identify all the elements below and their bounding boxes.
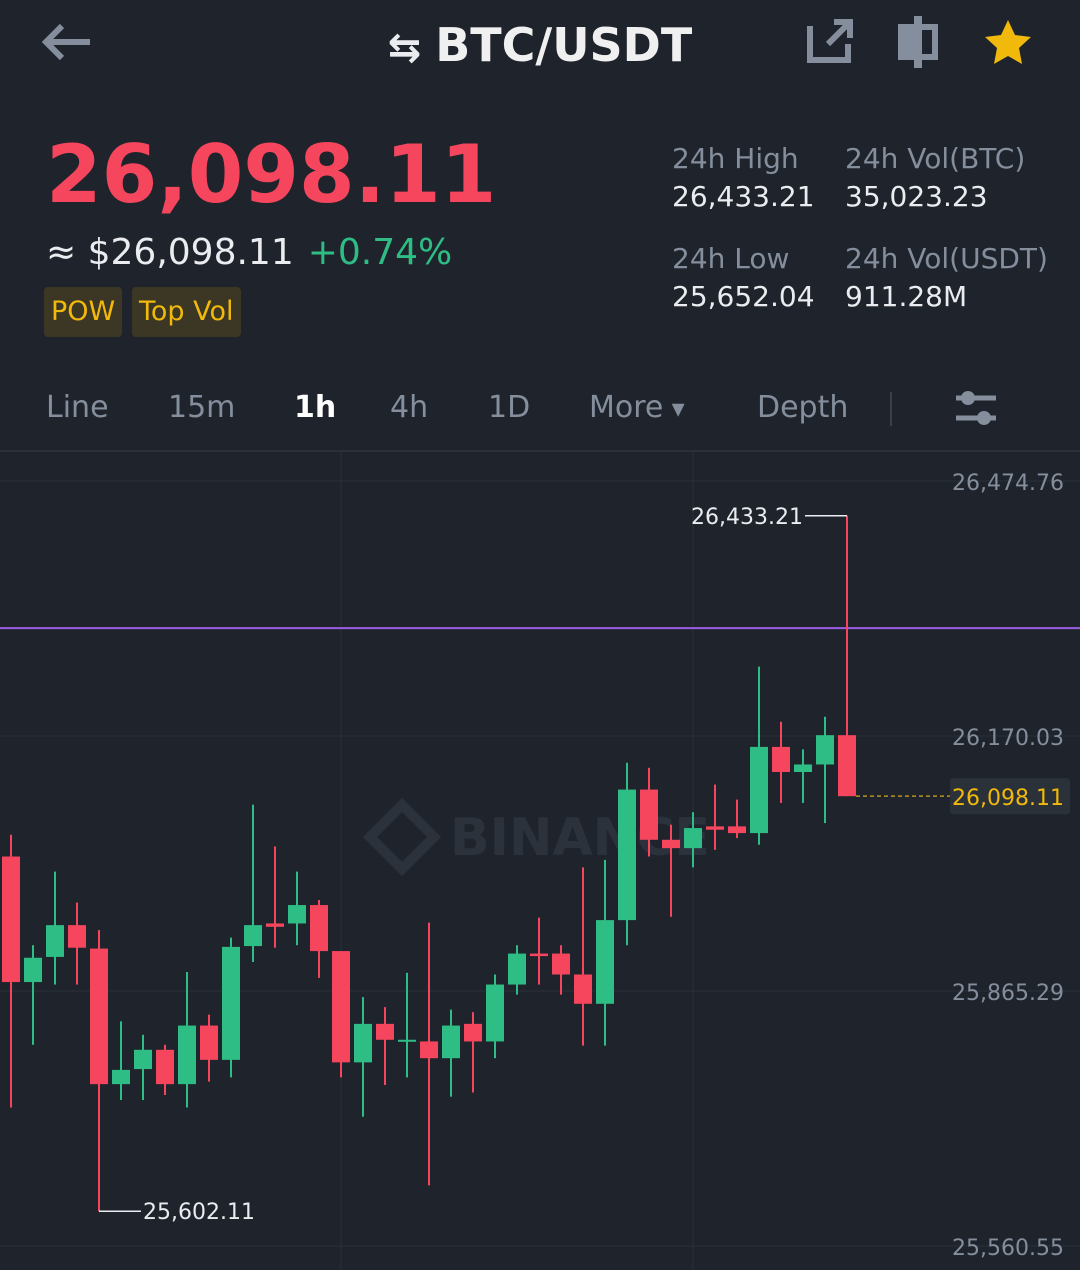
candle-body — [640, 789, 658, 840]
candle-body — [750, 746, 768, 834]
candle-body — [706, 826, 724, 830]
candle-body — [728, 826, 746, 834]
candle-body — [464, 1023, 482, 1042]
interval-tab[interactable]: 4h — [390, 390, 429, 425]
candle-body — [332, 951, 350, 1063]
tag[interactable]: Top Vol — [132, 287, 241, 337]
compare-icon[interactable] — [894, 16, 942, 68]
candle-body — [530, 953, 548, 957]
high-label: 26,433.21 — [691, 505, 803, 530]
stat-value: 911.28M — [845, 280, 968, 313]
interval-tab[interactable]: More ▾ — [589, 390, 685, 425]
candle-body — [420, 1041, 438, 1059]
pair-header[interactable]: ⇆ BTC/USDT — [387, 18, 693, 72]
dropdown-arrow: ▾ — [663, 394, 685, 424]
candle-body — [662, 839, 680, 849]
interval-tab[interactable]: 1D — [488, 390, 531, 425]
interval-tab[interactable]: Depth — [757, 390, 849, 425]
share-icon[interactable] — [806, 18, 854, 64]
candle-body — [178, 1025, 196, 1085]
price-row: ≈ $26,098.11 +0.74% — [46, 232, 452, 273]
stat-label: 24h Low — [672, 242, 790, 275]
candle-body — [134, 1049, 152, 1070]
candle-body — [90, 948, 108, 1085]
y-tick-label: 26,170.03 — [952, 726, 1064, 751]
candle-body — [596, 920, 614, 1004]
candle-body — [552, 953, 570, 975]
candle-body — [816, 735, 834, 765]
stat-value: 25,652.04 — [672, 280, 815, 313]
stat-value: 26,433.21 — [672, 180, 815, 213]
candle-body — [398, 1039, 416, 1042]
stat-label: 24h High — [672, 142, 799, 175]
stat-label: 24h Vol(BTC) — [845, 142, 1026, 175]
watermark-logo — [362, 797, 442, 877]
tag[interactable]: POW — [44, 287, 123, 337]
interval-tab[interactable]: Line — [46, 390, 109, 425]
y-tick-label: 25,560.55 — [952, 1236, 1064, 1261]
candle-body — [266, 923, 284, 927]
last-price-box — [950, 778, 1070, 815]
candle-body — [508, 953, 526, 985]
candle-body — [376, 1023, 394, 1040]
favorite-icon[interactable] — [982, 18, 1034, 68]
candle-body — [68, 925, 86, 948]
watermark: BINANCE — [450, 808, 710, 868]
candle-body — [354, 1023, 372, 1063]
last-price-label: 26,098.11 — [952, 786, 1064, 811]
candle-body — [838, 735, 856, 797]
interval-tab[interactable]: 15m — [168, 390, 236, 425]
settings-icon[interactable] — [952, 386, 1000, 430]
stat-value: 35,023.23 — [845, 180, 988, 213]
interval-tab[interactable]: 1h — [294, 390, 337, 425]
candle-body — [112, 1069, 130, 1085]
candle-body — [46, 925, 64, 957]
divider — [890, 392, 892, 426]
candle-body — [310, 905, 328, 952]
candle-body — [574, 974, 592, 1004]
pair-name: BTC/USDT — [435, 18, 693, 72]
candle-body — [288, 905, 306, 924]
candle-body — [2, 856, 20, 983]
low-label: 25,602.11 — [143, 1200, 255, 1225]
y-tick-label: 25,865.29 — [952, 981, 1064, 1006]
separator — [0, 450, 1080, 452]
candle-body — [772, 746, 790, 773]
candle-body — [200, 1025, 218, 1060]
price-change: +0.74% — [307, 232, 453, 273]
approx-price: ≈ $26,098.11 — [46, 232, 294, 273]
back-icon[interactable] — [38, 22, 96, 62]
candle-body — [486, 984, 504, 1042]
candle-body — [684, 828, 702, 849]
candle-body — [244, 925, 262, 947]
candle-body — [618, 789, 636, 921]
y-tick-label: 26,474.76 — [952, 471, 1064, 496]
candle-body — [156, 1049, 174, 1085]
candle-body — [794, 764, 812, 773]
stat-label: 24h Vol(USDT) — [845, 242, 1048, 275]
last-price: 26,098.11 — [46, 128, 497, 221]
candle-body — [222, 946, 240, 1060]
candle-body — [442, 1025, 460, 1059]
candle-body — [24, 957, 42, 983]
